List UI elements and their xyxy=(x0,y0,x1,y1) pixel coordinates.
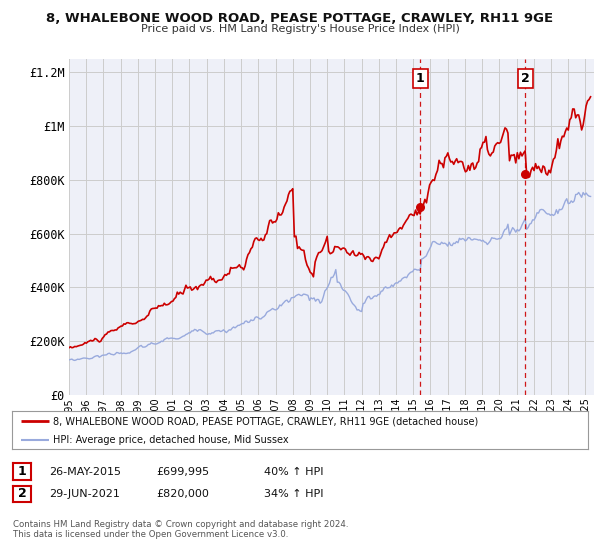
Text: 8, WHALEBONE WOOD ROAD, PEASE POTTAGE, CRAWLEY, RH11 9GE: 8, WHALEBONE WOOD ROAD, PEASE POTTAGE, C… xyxy=(46,12,554,25)
Text: 34% ↑ HPI: 34% ↑ HPI xyxy=(264,489,323,499)
Text: 2: 2 xyxy=(521,72,530,85)
Text: 2: 2 xyxy=(18,487,26,501)
Text: 40% ↑ HPI: 40% ↑ HPI xyxy=(264,466,323,477)
Text: £820,000: £820,000 xyxy=(156,489,209,499)
Text: Contains HM Land Registry data © Crown copyright and database right 2024.
This d: Contains HM Land Registry data © Crown c… xyxy=(13,520,349,539)
Text: Price paid vs. HM Land Registry's House Price Index (HPI): Price paid vs. HM Land Registry's House … xyxy=(140,24,460,34)
Text: 1: 1 xyxy=(416,72,425,85)
Text: HPI: Average price, detached house, Mid Sussex: HPI: Average price, detached house, Mid … xyxy=(53,435,289,445)
Text: 8, WHALEBONE WOOD ROAD, PEASE POTTAGE, CRAWLEY, RH11 9GE (detached house): 8, WHALEBONE WOOD ROAD, PEASE POTTAGE, C… xyxy=(53,416,479,426)
Text: 26-MAY-2015: 26-MAY-2015 xyxy=(49,466,121,477)
Text: 1: 1 xyxy=(18,465,26,478)
Text: £699,995: £699,995 xyxy=(156,466,209,477)
Text: 29-JUN-2021: 29-JUN-2021 xyxy=(49,489,120,499)
